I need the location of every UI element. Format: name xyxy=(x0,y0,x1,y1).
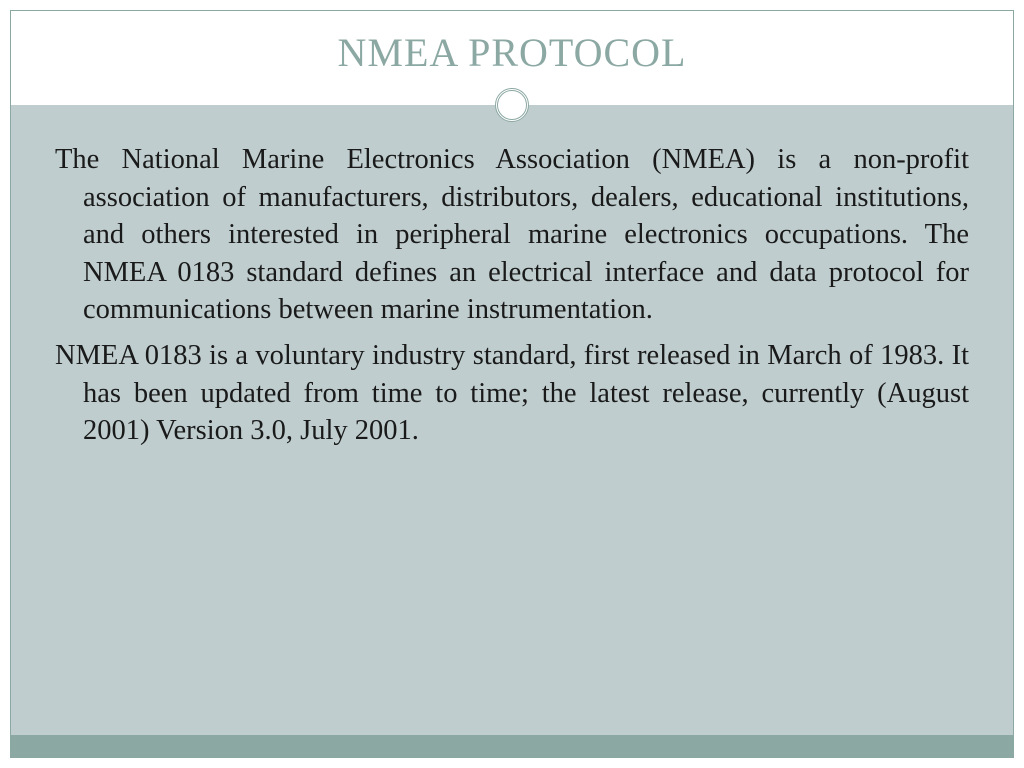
paragraph-2: NMEA 0183 is a voluntary industry standa… xyxy=(55,337,969,450)
content-area: The National Marine Electronics Associat… xyxy=(11,105,1013,735)
circle-ornament-icon xyxy=(495,88,529,122)
paragraph-1: The National Marine Electronics Associat… xyxy=(55,141,969,329)
slide-title: NMEA PROTOCOL xyxy=(11,29,1013,76)
slide: NMEA PROTOCOL The National Marine Electr… xyxy=(0,0,1024,768)
footer-bar xyxy=(11,735,1013,757)
slide-inner-border: NMEA PROTOCOL The National Marine Electr… xyxy=(10,10,1014,758)
